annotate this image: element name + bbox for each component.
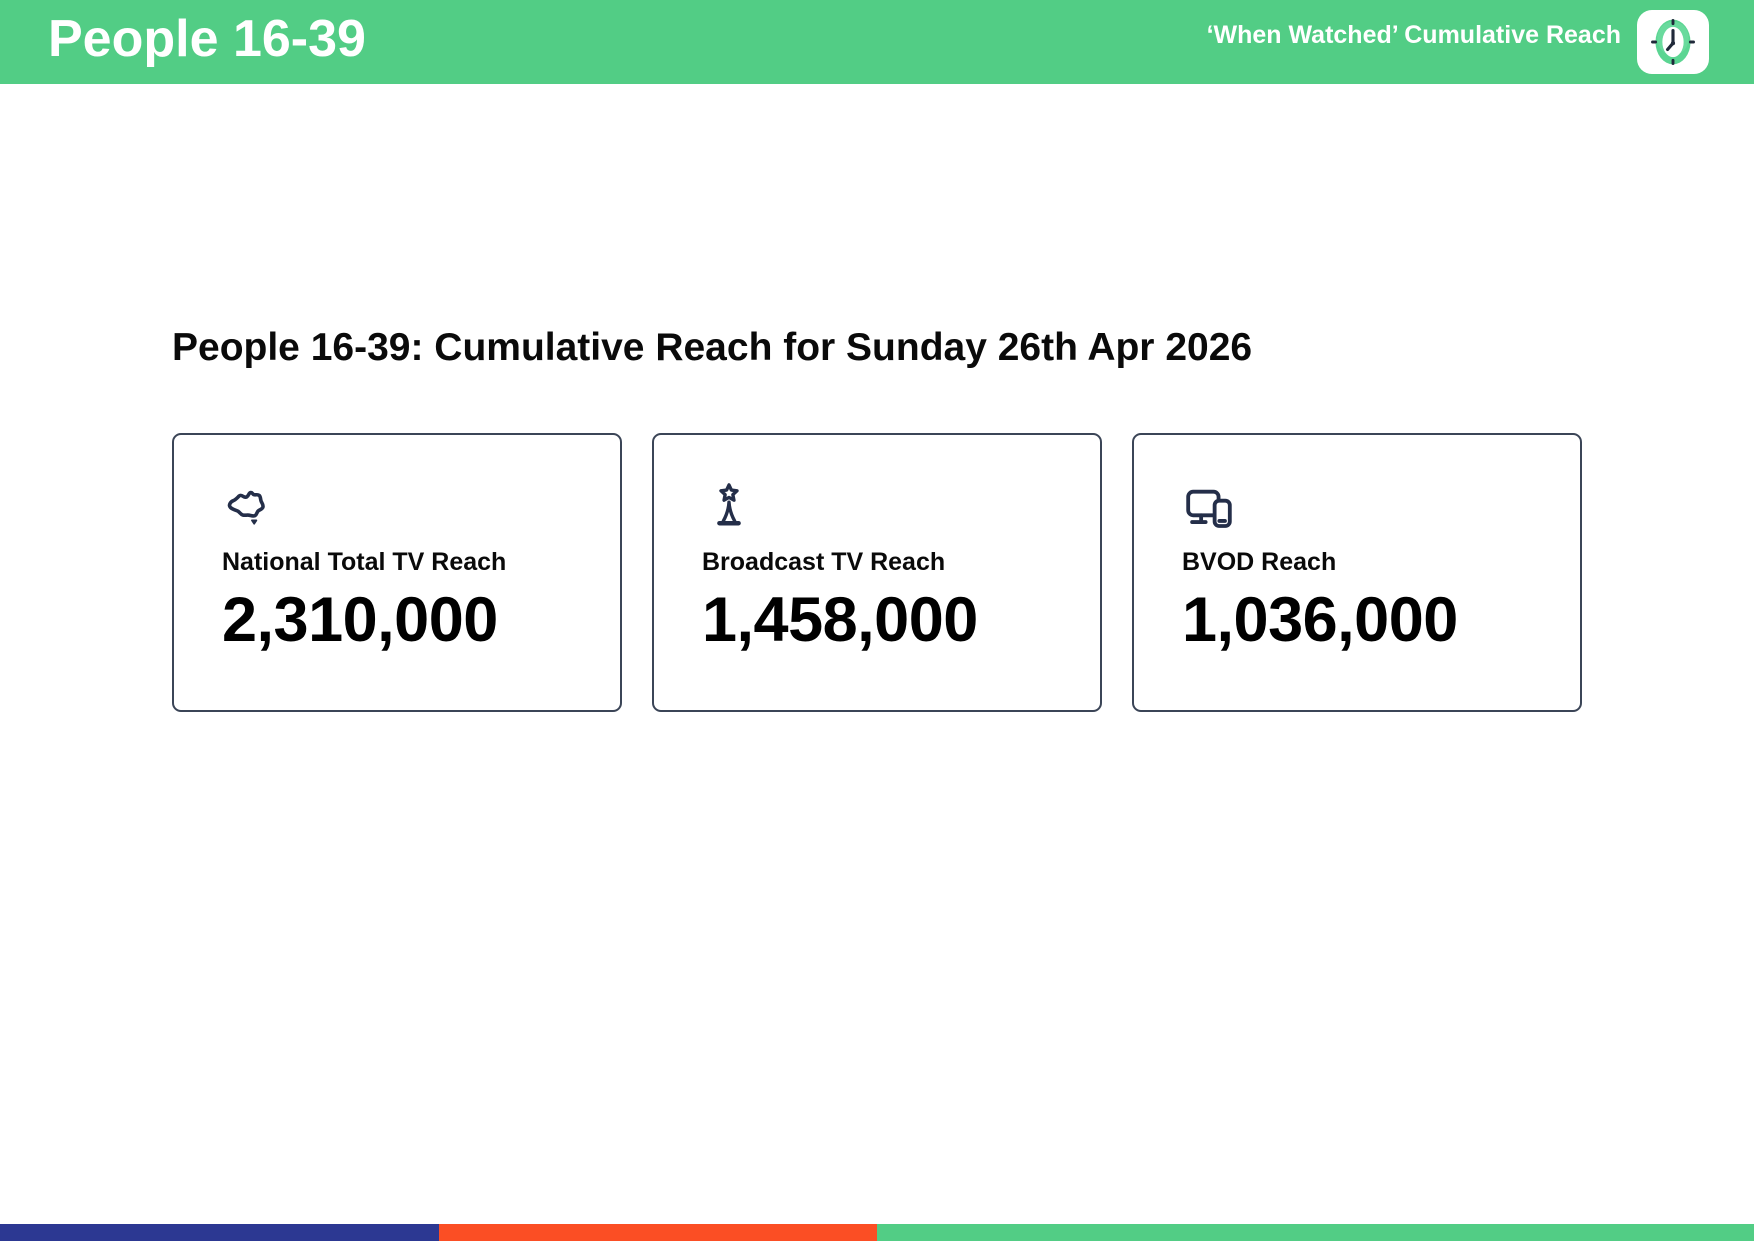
- footer-color-bar: [0, 1224, 1754, 1241]
- tv-and-phone-icon: [1182, 481, 1236, 535]
- kpi-card-broadcast-tv: Broadcast TV Reach 1,458,000: [652, 433, 1102, 712]
- header-bar: People 16-39 ‘When Watched’ Cumulative R…: [0, 0, 1754, 84]
- broadcast-tower-icon: [702, 481, 756, 535]
- kpi-cards-row: National Total TV Reach 2,310,000 Broadc…: [172, 433, 1582, 712]
- kpi-value: 1,036,000: [1182, 585, 1458, 656]
- section-heading: People 16-39: Cumulative Reach for Sunda…: [172, 326, 1253, 369]
- header-right-group: ‘When Watched’ Cumulative Reach: [1207, 10, 1709, 74]
- kpi-card-national-total-tv: National Total TV Reach 2,310,000: [172, 433, 622, 712]
- footer-bar-segment-orange: [438, 1224, 877, 1241]
- header-subtitle: ‘When Watched’ Cumulative Reach: [1206, 20, 1621, 49]
- clock-icon: [1637, 10, 1709, 74]
- footer-bar-segment-green: [877, 1224, 1754, 1241]
- kpi-label: National Total TV Reach: [222, 548, 507, 576]
- kpi-value: 1,458,000: [702, 585, 978, 656]
- page-title: People 16-39: [48, 10, 366, 68]
- kpi-card-bvod: BVOD Reach 1,036,000: [1132, 433, 1582, 712]
- kpi-label: Broadcast TV Reach: [702, 548, 946, 576]
- kpi-value: 2,310,000: [222, 585, 498, 656]
- kpi-label: BVOD Reach: [1182, 548, 1337, 576]
- australia-map-icon: [222, 481, 276, 535]
- footer-bar-segment-blue: [0, 1224, 439, 1241]
